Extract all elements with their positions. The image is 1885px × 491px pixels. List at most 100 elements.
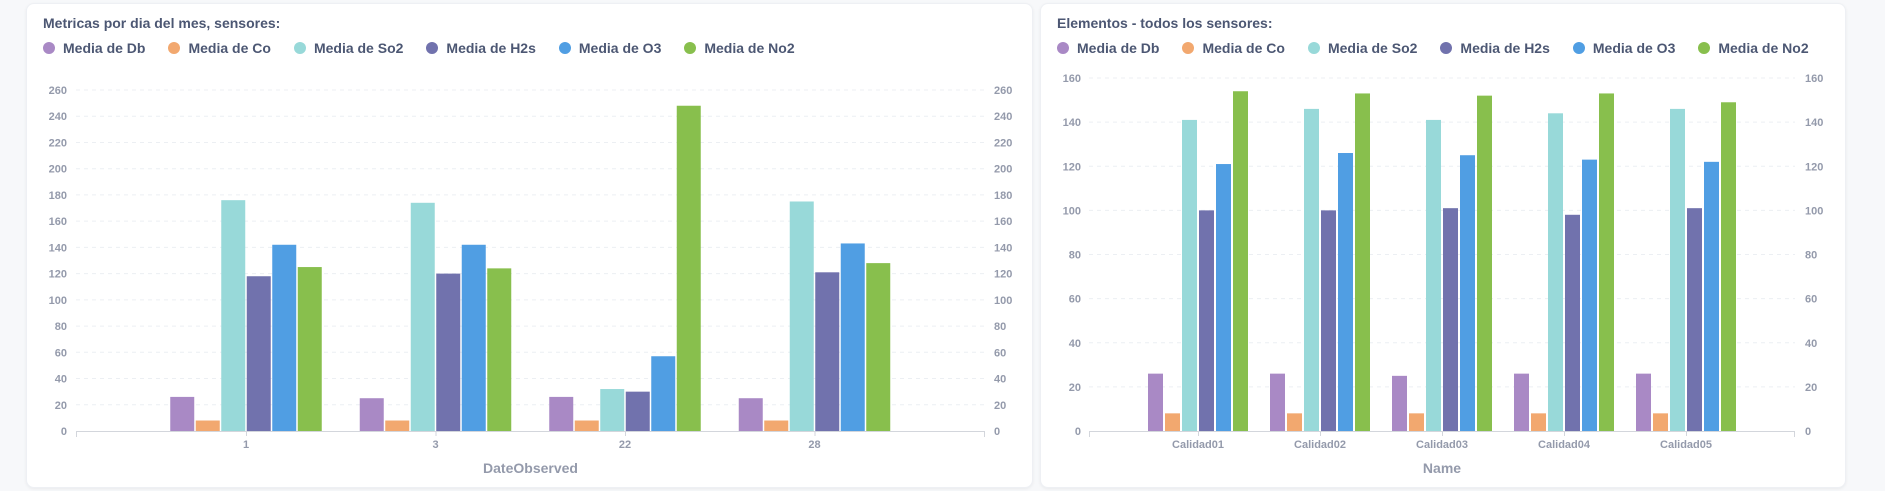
bar-media-de-co-calidad02[interactable] <box>1287 413 1302 431</box>
legend-item-media-de-co[interactable]: Media de Co <box>1182 40 1285 56</box>
y-tick-label-left: 0 <box>61 426 67 438</box>
bar-media-de-no2-3[interactable] <box>487 268 512 431</box>
legend-item-media-de-so2[interactable]: Media de So2 <box>1307 40 1417 56</box>
legend-dot-icon <box>1440 42 1453 54</box>
bar-media-de-h2s-calidad04[interactable] <box>1565 214 1580 431</box>
bar-media-de-no2-calidad02[interactable] <box>1355 93 1370 431</box>
y-tick-label-left: 0 <box>1075 426 1081 438</box>
bar-media-de-co-22[interactable] <box>574 420 599 431</box>
bar-media-de-db-3[interactable] <box>359 398 384 431</box>
bar-media-de-o3-1[interactable] <box>272 244 297 431</box>
bar-media-de-so2-3[interactable] <box>410 202 435 431</box>
bar-media-de-no2-1[interactable] <box>297 267 322 431</box>
legend-item-media-de-o3[interactable]: Media de O3 <box>558 40 662 56</box>
bar-media-de-o3-28[interactable] <box>840 243 865 431</box>
legend-label: Media de So2 <box>313 40 404 56</box>
bar-media-de-so2-calidad03[interactable] <box>1426 119 1441 431</box>
bar-media-de-so2-1[interactable] <box>221 200 246 431</box>
bar-media-de-db-1[interactable] <box>170 396 195 431</box>
bar-media-de-no2-calidad04[interactable] <box>1599 93 1614 431</box>
bar-media-de-db-calidad01[interactable] <box>1148 373 1163 431</box>
bar-media-de-no2-calidad03[interactable] <box>1477 95 1492 432</box>
y-tick-label-left: 100 <box>49 295 67 307</box>
bar-media-de-co-1[interactable] <box>195 420 220 431</box>
bar-media-de-h2s-28[interactable] <box>815 272 840 431</box>
legend-item-media-de-h2s[interactable]: Media de H2s <box>1440 40 1550 56</box>
legend-dot-icon <box>684 42 697 54</box>
legend-label: Media de H2s <box>446 40 536 56</box>
bar-media-de-db-calidad02[interactable] <box>1270 373 1285 431</box>
bar-media-de-co-calidad05[interactable] <box>1653 413 1668 431</box>
chart-title[interactable]: Elementos - todos los sensores: <box>1057 15 1273 31</box>
legend-item-media-de-h2s[interactable]: Media de H2s <box>426 40 536 56</box>
x-tick-label: Calidad01 <box>1172 439 1224 451</box>
bar-media-de-no2-22[interactable] <box>676 105 701 431</box>
y-tick-label-left: 60 <box>1069 294 1081 306</box>
bar-media-de-db-calidad04[interactable] <box>1514 373 1529 431</box>
bar-media-de-so2-calidad05[interactable] <box>1670 108 1685 431</box>
legend-item-media-de-co[interactable]: Media de Co <box>168 40 271 56</box>
bar-media-de-h2s-calidad03[interactable] <box>1443 208 1458 431</box>
legend-label: Media de Db <box>63 40 146 56</box>
legend-dot-icon <box>1698 42 1711 54</box>
y-tick-label-right: 60 <box>1805 294 1817 306</box>
legend-dot-icon <box>1572 42 1585 54</box>
legend-item-media-de-o3[interactable]: Media de O3 <box>1572 40 1675 56</box>
bar-media-de-so2-28[interactable] <box>789 201 814 431</box>
bar-media-de-co-calidad01[interactable] <box>1165 413 1180 431</box>
bar-media-de-h2s-22[interactable] <box>625 391 650 431</box>
bar-media-de-o3-calidad04[interactable] <box>1582 159 1597 431</box>
bar-media-de-co-calidad03[interactable] <box>1409 413 1424 431</box>
legend-item-media-de-so2[interactable]: Media de So2 <box>293 40 404 56</box>
bar-media-de-db-calidad05[interactable] <box>1636 373 1651 431</box>
chart-title[interactable]: Metricas por dia del mes, sensores: <box>43 15 281 31</box>
bar-media-de-h2s-calidad01[interactable] <box>1199 210 1214 431</box>
bar-media-de-so2-22[interactable] <box>600 389 625 431</box>
legend-item-media-de-db[interactable]: Media de Db <box>43 40 145 56</box>
x-axis-title: DateObserved <box>483 460 578 476</box>
bar-media-de-o3-calidad01[interactable] <box>1216 164 1231 431</box>
bar-media-de-so2-calidad02[interactable] <box>1304 108 1319 431</box>
bar-media-de-h2s-3[interactable] <box>436 273 461 431</box>
bar-media-de-o3-calidad02[interactable] <box>1338 153 1353 431</box>
bar-media-de-co-calidad04[interactable] <box>1531 413 1546 431</box>
bar-media-de-db-22[interactable] <box>549 396 574 431</box>
chart-legend: Media de Db Media de Co Media de So2 Media … <box>1057 40 1832 56</box>
y-tick-label-right: 80 <box>1805 250 1817 262</box>
bar-media-de-no2-calidad05[interactable] <box>1721 102 1736 432</box>
y-tick-label-left: 220 <box>49 137 67 149</box>
legend-dot-icon <box>1182 42 1195 54</box>
legend-label: Media de O3 <box>578 40 662 56</box>
legend-item-media-de-no2[interactable]: Media de No2 <box>1698 40 1809 56</box>
legend-label: Media de Co <box>188 40 271 56</box>
bar-media-de-co-3[interactable] <box>385 420 410 431</box>
bar-media-de-o3-calidad03[interactable] <box>1460 155 1475 431</box>
bar-media-de-db-calidad03[interactable] <box>1392 375 1407 431</box>
x-tick-label: 28 <box>808 439 820 451</box>
bar-media-de-co-28[interactable] <box>764 420 789 431</box>
legend-item-media-de-no2[interactable]: Media de No2 <box>684 40 795 56</box>
legend-dot-icon <box>293 42 306 54</box>
bar-media-de-h2s-calidad02[interactable] <box>1321 210 1336 431</box>
bar-media-de-o3-3[interactable] <box>461 244 486 431</box>
y-tick-label-left: 20 <box>55 400 67 412</box>
bar-media-de-o3-22[interactable] <box>651 356 676 431</box>
x-tick-label: 3 <box>432 439 438 451</box>
y-tick-label-right: 120 <box>994 269 1012 281</box>
legend-label: Media de Co <box>1202 40 1285 56</box>
y-tick-label-right: 80 <box>994 321 1006 333</box>
x-tick-label: Calidad02 <box>1294 439 1346 451</box>
x-tick-label: Calidad04 <box>1538 439 1591 451</box>
x-tick-label: 22 <box>619 439 631 451</box>
bar-media-de-no2-calidad01[interactable] <box>1233 91 1248 432</box>
bar-media-de-db-28[interactable] <box>738 398 763 431</box>
bar-media-de-h2s-calidad05[interactable] <box>1687 208 1702 431</box>
bar-media-de-o3-calidad05[interactable] <box>1704 161 1719 431</box>
legend-item-media-de-db[interactable]: Media de Db <box>1057 40 1159 56</box>
bar-media-de-h2s-1[interactable] <box>246 276 271 431</box>
bar-media-de-no2-28[interactable] <box>866 263 891 431</box>
bar-media-de-so2-calidad04[interactable] <box>1548 113 1563 432</box>
y-tick-label-left: 260 <box>49 85 67 97</box>
y-tick-label-left: 20 <box>1069 382 1081 394</box>
bar-media-de-so2-calidad01[interactable] <box>1182 119 1197 431</box>
